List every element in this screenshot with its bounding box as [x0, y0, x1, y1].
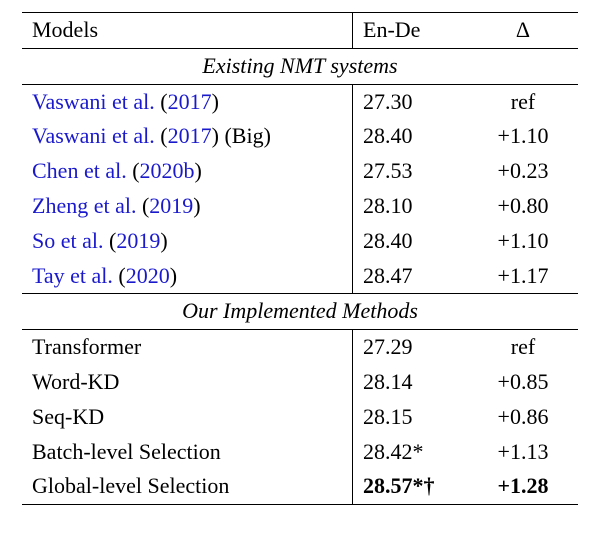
model-name: Global-level Selection: [22, 469, 353, 504]
citation-year[interactable]: 2020b: [140, 158, 195, 183]
citation-paren-close: ): [212, 89, 219, 114]
citation-paren-close: ): [193, 193, 200, 218]
value-cell: 28.10: [353, 189, 469, 224]
table-row: Batch-level Selection 28.42* +1.13: [22, 435, 578, 470]
citation-year[interactable]: 2017: [168, 123, 212, 148]
value-cell: 28.57*†: [353, 469, 469, 504]
header-value: En-De: [353, 13, 469, 49]
table-header-row: Models En-De Δ: [22, 13, 578, 49]
model-cell: Chen et al. (2020b): [22, 154, 353, 189]
citation-year[interactable]: 2019: [116, 228, 160, 253]
citation-paren-close: ): [212, 123, 219, 148]
delta-cell: +1.10: [468, 119, 578, 154]
delta-cell: +1.17: [468, 259, 578, 294]
model-cell: Zheng et al. (2019): [22, 189, 353, 224]
table-row: Tay et al. (2020) 28.47 +1.17: [22, 259, 578, 294]
citation-paren: (: [160, 89, 167, 114]
section-title-2: Our Implemented Methods: [22, 294, 578, 330]
section-our-methods: Our Implemented Methods: [22, 294, 578, 330]
model-name: Seq-KD: [22, 400, 353, 435]
value-cell: 27.53: [353, 154, 469, 189]
model-name: Transformer: [22, 330, 353, 365]
delta-cell: ref: [468, 84, 578, 119]
value-cell: 28.40: [353, 224, 469, 259]
model-cell: Vaswani et al. (2017) (Big): [22, 119, 353, 154]
delta-cell: +1.13: [468, 435, 578, 470]
citation-paren: (: [160, 123, 167, 148]
value-cell: 28.42*: [353, 435, 469, 470]
value-cell: 28.47: [353, 259, 469, 294]
citation-link[interactable]: Vaswani et al.: [32, 89, 155, 114]
delta-cell: +0.23: [468, 154, 578, 189]
delta-cell: ref: [468, 330, 578, 365]
citation-paren-close: ): [195, 158, 202, 183]
delta-cell: +0.80: [468, 189, 578, 224]
citation-year[interactable]: 2020: [126, 263, 170, 288]
table-row: Global-level Selection 28.57*† +1.28: [22, 469, 578, 504]
model-cell: Tay et al. (2020): [22, 259, 353, 294]
delta-cell: +0.85: [468, 365, 578, 400]
citation-link[interactable]: So et al.: [32, 228, 104, 253]
table-row: Chen et al. (2020b) 27.53 +0.23: [22, 154, 578, 189]
table-row: Transformer 27.29 ref: [22, 330, 578, 365]
citation-year[interactable]: 2019: [149, 193, 193, 218]
header-models: Models: [22, 13, 353, 49]
delta-cell: +1.28: [468, 469, 578, 504]
model-name: Batch-level Selection: [22, 435, 353, 470]
citation-link[interactable]: Vaswani et al.: [32, 123, 155, 148]
citation-paren-close: ): [160, 228, 167, 253]
table-row: Word-KD 28.14 +0.85: [22, 365, 578, 400]
delta-cell: +0.86: [468, 400, 578, 435]
header-delta: Δ: [468, 13, 578, 49]
citation-link[interactable]: Tay et al.: [32, 263, 113, 288]
model-cell: So et al. (2019): [22, 224, 353, 259]
model-name: Word-KD: [22, 365, 353, 400]
citation-paren: (: [132, 158, 139, 183]
section-title-1: Existing NMT systems: [22, 48, 578, 84]
model-suffix: (Big): [219, 123, 271, 148]
table-row: So et al. (2019) 28.40 +1.10: [22, 224, 578, 259]
citation-year[interactable]: 2017: [168, 89, 212, 114]
value-cell: 27.29: [353, 330, 469, 365]
citation-paren-close: ): [170, 263, 177, 288]
table-row: Seq-KD 28.15 +0.86: [22, 400, 578, 435]
delta-cell: +1.10: [468, 224, 578, 259]
table-row: Vaswani et al. (2017) (Big) 28.40 +1.10: [22, 119, 578, 154]
citation-paren: (: [118, 263, 125, 288]
value-cell: 28.14: [353, 365, 469, 400]
table-row: Vaswani et al. (2017) 27.30 ref: [22, 84, 578, 119]
results-table: Models En-De Δ Existing NMT systems Vasw…: [22, 12, 578, 505]
citation-link[interactable]: Chen et al.: [32, 158, 127, 183]
model-cell: Vaswani et al. (2017): [22, 84, 353, 119]
value-cell: 27.30: [353, 84, 469, 119]
section-existing-nmt: Existing NMT systems: [22, 48, 578, 84]
value-cell: 28.15: [353, 400, 469, 435]
table-row: Zheng et al. (2019) 28.10 +0.80: [22, 189, 578, 224]
citation-link[interactable]: Zheng et al.: [32, 193, 136, 218]
value-cell: 28.40: [353, 119, 469, 154]
